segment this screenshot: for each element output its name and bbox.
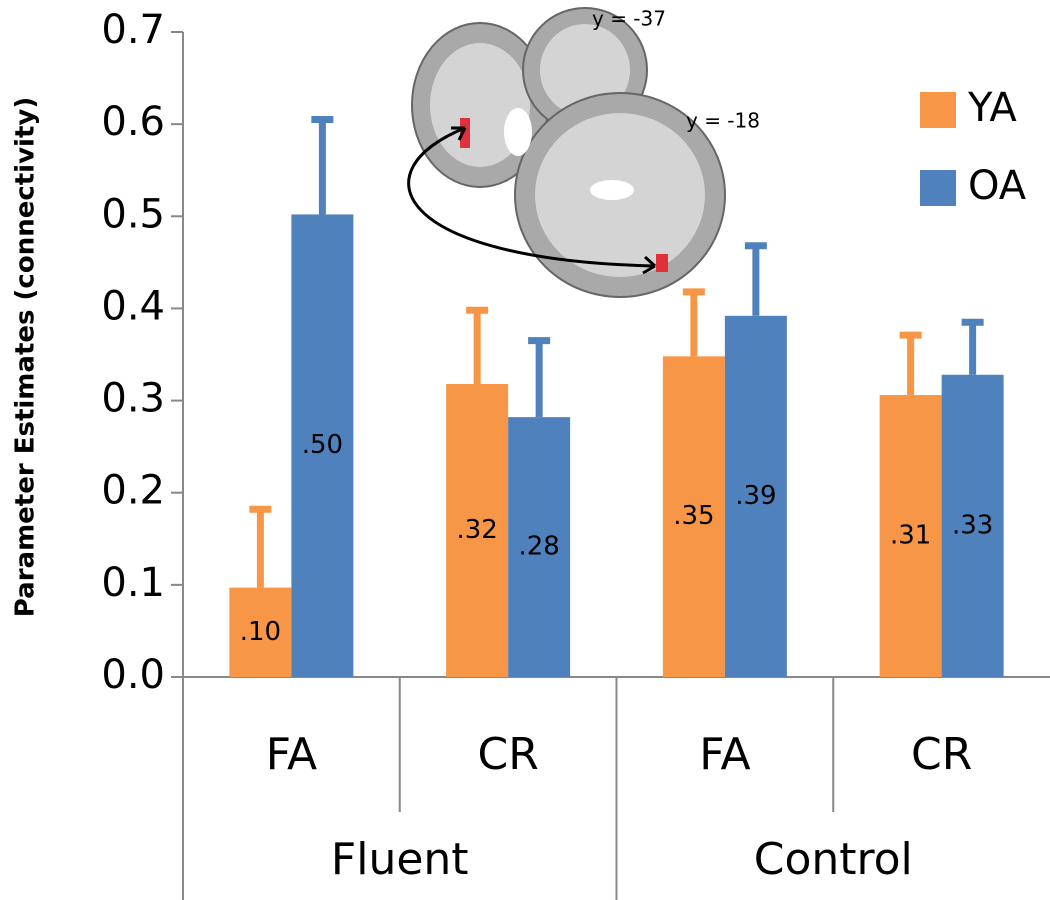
value-label: .33 (952, 510, 993, 540)
value-label: .32 (456, 515, 497, 545)
annotation: y = -37 (592, 7, 666, 31)
bar (291, 214, 354, 677)
bar (446, 383, 509, 677)
bar (229, 587, 292, 677)
y-tick-label: 0.4 (101, 283, 165, 329)
x-tick-label: CR (911, 729, 972, 780)
y-tick-label: 0.3 (101, 376, 165, 422)
x-tick-label: FA (699, 729, 750, 780)
x-tick-label: FA (266, 729, 317, 780)
y-tick-label: 0.6 (101, 99, 165, 145)
bar (508, 417, 571, 677)
y-tick-label: 0.2 (101, 468, 165, 514)
y-tick-label: 0.7 (101, 7, 165, 53)
value-label: .10 (240, 617, 281, 647)
bar (941, 374, 1004, 677)
legend-label: OA (968, 163, 1027, 209)
group-label: Control (754, 834, 913, 885)
annotation: y = -18 (686, 109, 760, 133)
value-label: .39 (735, 481, 776, 511)
y-tick-label: 0.5 (101, 191, 165, 237)
legend-swatch (920, 92, 956, 128)
legend-swatch (920, 170, 956, 206)
bar (662, 356, 725, 677)
group-label: Fluent (331, 834, 469, 885)
value-label: .35 (673, 501, 714, 531)
bar (879, 395, 942, 677)
bar (724, 315, 787, 677)
y-tick-label: 0.1 (101, 560, 165, 606)
x-tick-label: CR (477, 729, 538, 780)
y-axis-title: Parameter Estimates (connectivity) (11, 97, 41, 617)
legend-label: YA (967, 85, 1017, 131)
brain-inset: y = -37 y = -18 (407, 7, 760, 298)
y-tick-label: 0.0 (101, 652, 165, 698)
value-label: .28 (518, 532, 559, 562)
value-label: .31 (890, 521, 931, 551)
value-label: .50 (302, 430, 343, 460)
